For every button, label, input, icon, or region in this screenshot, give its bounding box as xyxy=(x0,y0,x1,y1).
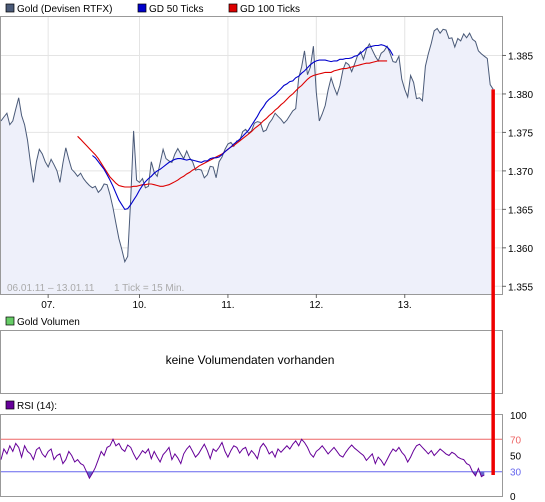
price-y-tick-label: 1.365 xyxy=(508,205,533,216)
rsi-y-tick-label: 30 xyxy=(510,468,522,479)
date-range-label: 06.01.11 – 13.01.11 xyxy=(7,283,95,294)
rsi-panel: RSI (14): 100 70 50 30 0 xyxy=(0,400,527,502)
volume-empty-message: keine Volumendaten vorhanden xyxy=(166,353,335,367)
price-y-tick-label: 1.380 xyxy=(508,90,533,101)
price-x-tick-label: 07. xyxy=(41,300,55,311)
rsi-y-tick-label: 100 xyxy=(510,411,527,422)
price-y-tick-label: 1.360 xyxy=(508,244,533,255)
rsi-y-tick-label: 70 xyxy=(510,435,522,446)
volume-legend-swatch xyxy=(5,316,15,326)
rsi-y-tick-label: 50 xyxy=(510,452,522,463)
price-panel: 06.01.11 – 13.01.11 1 Tick = 15 Min. 1.3… xyxy=(0,16,533,311)
tick-note-label: 1 Tick = 15 Min. xyxy=(114,283,184,294)
price-y-tick-label: 1.385 xyxy=(508,51,533,62)
price-legend-label: Gold (Devisen RTFX) xyxy=(17,4,112,15)
price-legend-swatch xyxy=(5,3,15,13)
price-legend: Gold (Devisen RTFX) GD 50 Ticks GD 100 T… xyxy=(5,3,300,15)
rsi-legend-swatch xyxy=(5,400,15,410)
price-area xyxy=(1,28,494,294)
rsi-y-axis: 100 70 50 30 0 xyxy=(510,411,527,502)
gd50-legend-swatch xyxy=(137,3,147,13)
price-y-axis: 1.385 1.380 1.375 1.370 1.365 1.360 1.355 xyxy=(502,51,533,293)
rsi-panel-frame xyxy=(0,414,503,497)
rsi-y-tick-label: 0 xyxy=(510,492,516,502)
rsi-legend-label: RSI (14): xyxy=(17,401,57,412)
price-x-tick-label: 12. xyxy=(309,300,323,311)
price-y-tick-label: 1.375 xyxy=(508,128,533,139)
rsi-line xyxy=(0,438,485,480)
volume-panel-frame xyxy=(0,330,503,394)
price-x-tick-label: 11. xyxy=(221,300,234,311)
gd50-line xyxy=(92,44,394,211)
price-x-axis: 07. 10. 11. 12. 13. xyxy=(41,294,412,311)
volume-legend-label: Gold Volumen xyxy=(17,317,80,328)
gd50-legend-label: GD 50 Ticks xyxy=(149,4,203,15)
gd100-legend-label: GD 100 Ticks xyxy=(240,4,300,15)
price-x-tick-label: 13. xyxy=(398,300,412,311)
price-x-tick-label: 10. xyxy=(133,300,147,311)
price-y-tick-label: 1.370 xyxy=(508,167,533,178)
price-y-tick-label: 1.355 xyxy=(508,282,533,293)
gd100-legend-swatch xyxy=(228,3,238,13)
volume-panel: Gold Volumen keine Volumendaten vorhande… xyxy=(0,316,503,394)
